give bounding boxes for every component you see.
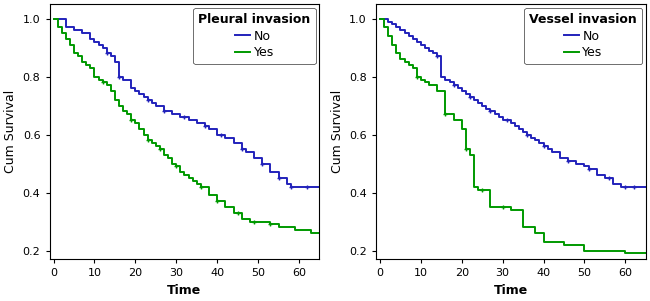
- Legend: No, Yes: No, Yes: [194, 8, 316, 64]
- Legend: No, Yes: No, Yes: [525, 8, 642, 64]
- X-axis label: Time: Time: [167, 284, 202, 297]
- Y-axis label: Cum Survival: Cum Survival: [331, 90, 344, 173]
- X-axis label: Time: Time: [494, 284, 528, 297]
- Y-axis label: Cum Survival: Cum Survival: [4, 90, 17, 173]
